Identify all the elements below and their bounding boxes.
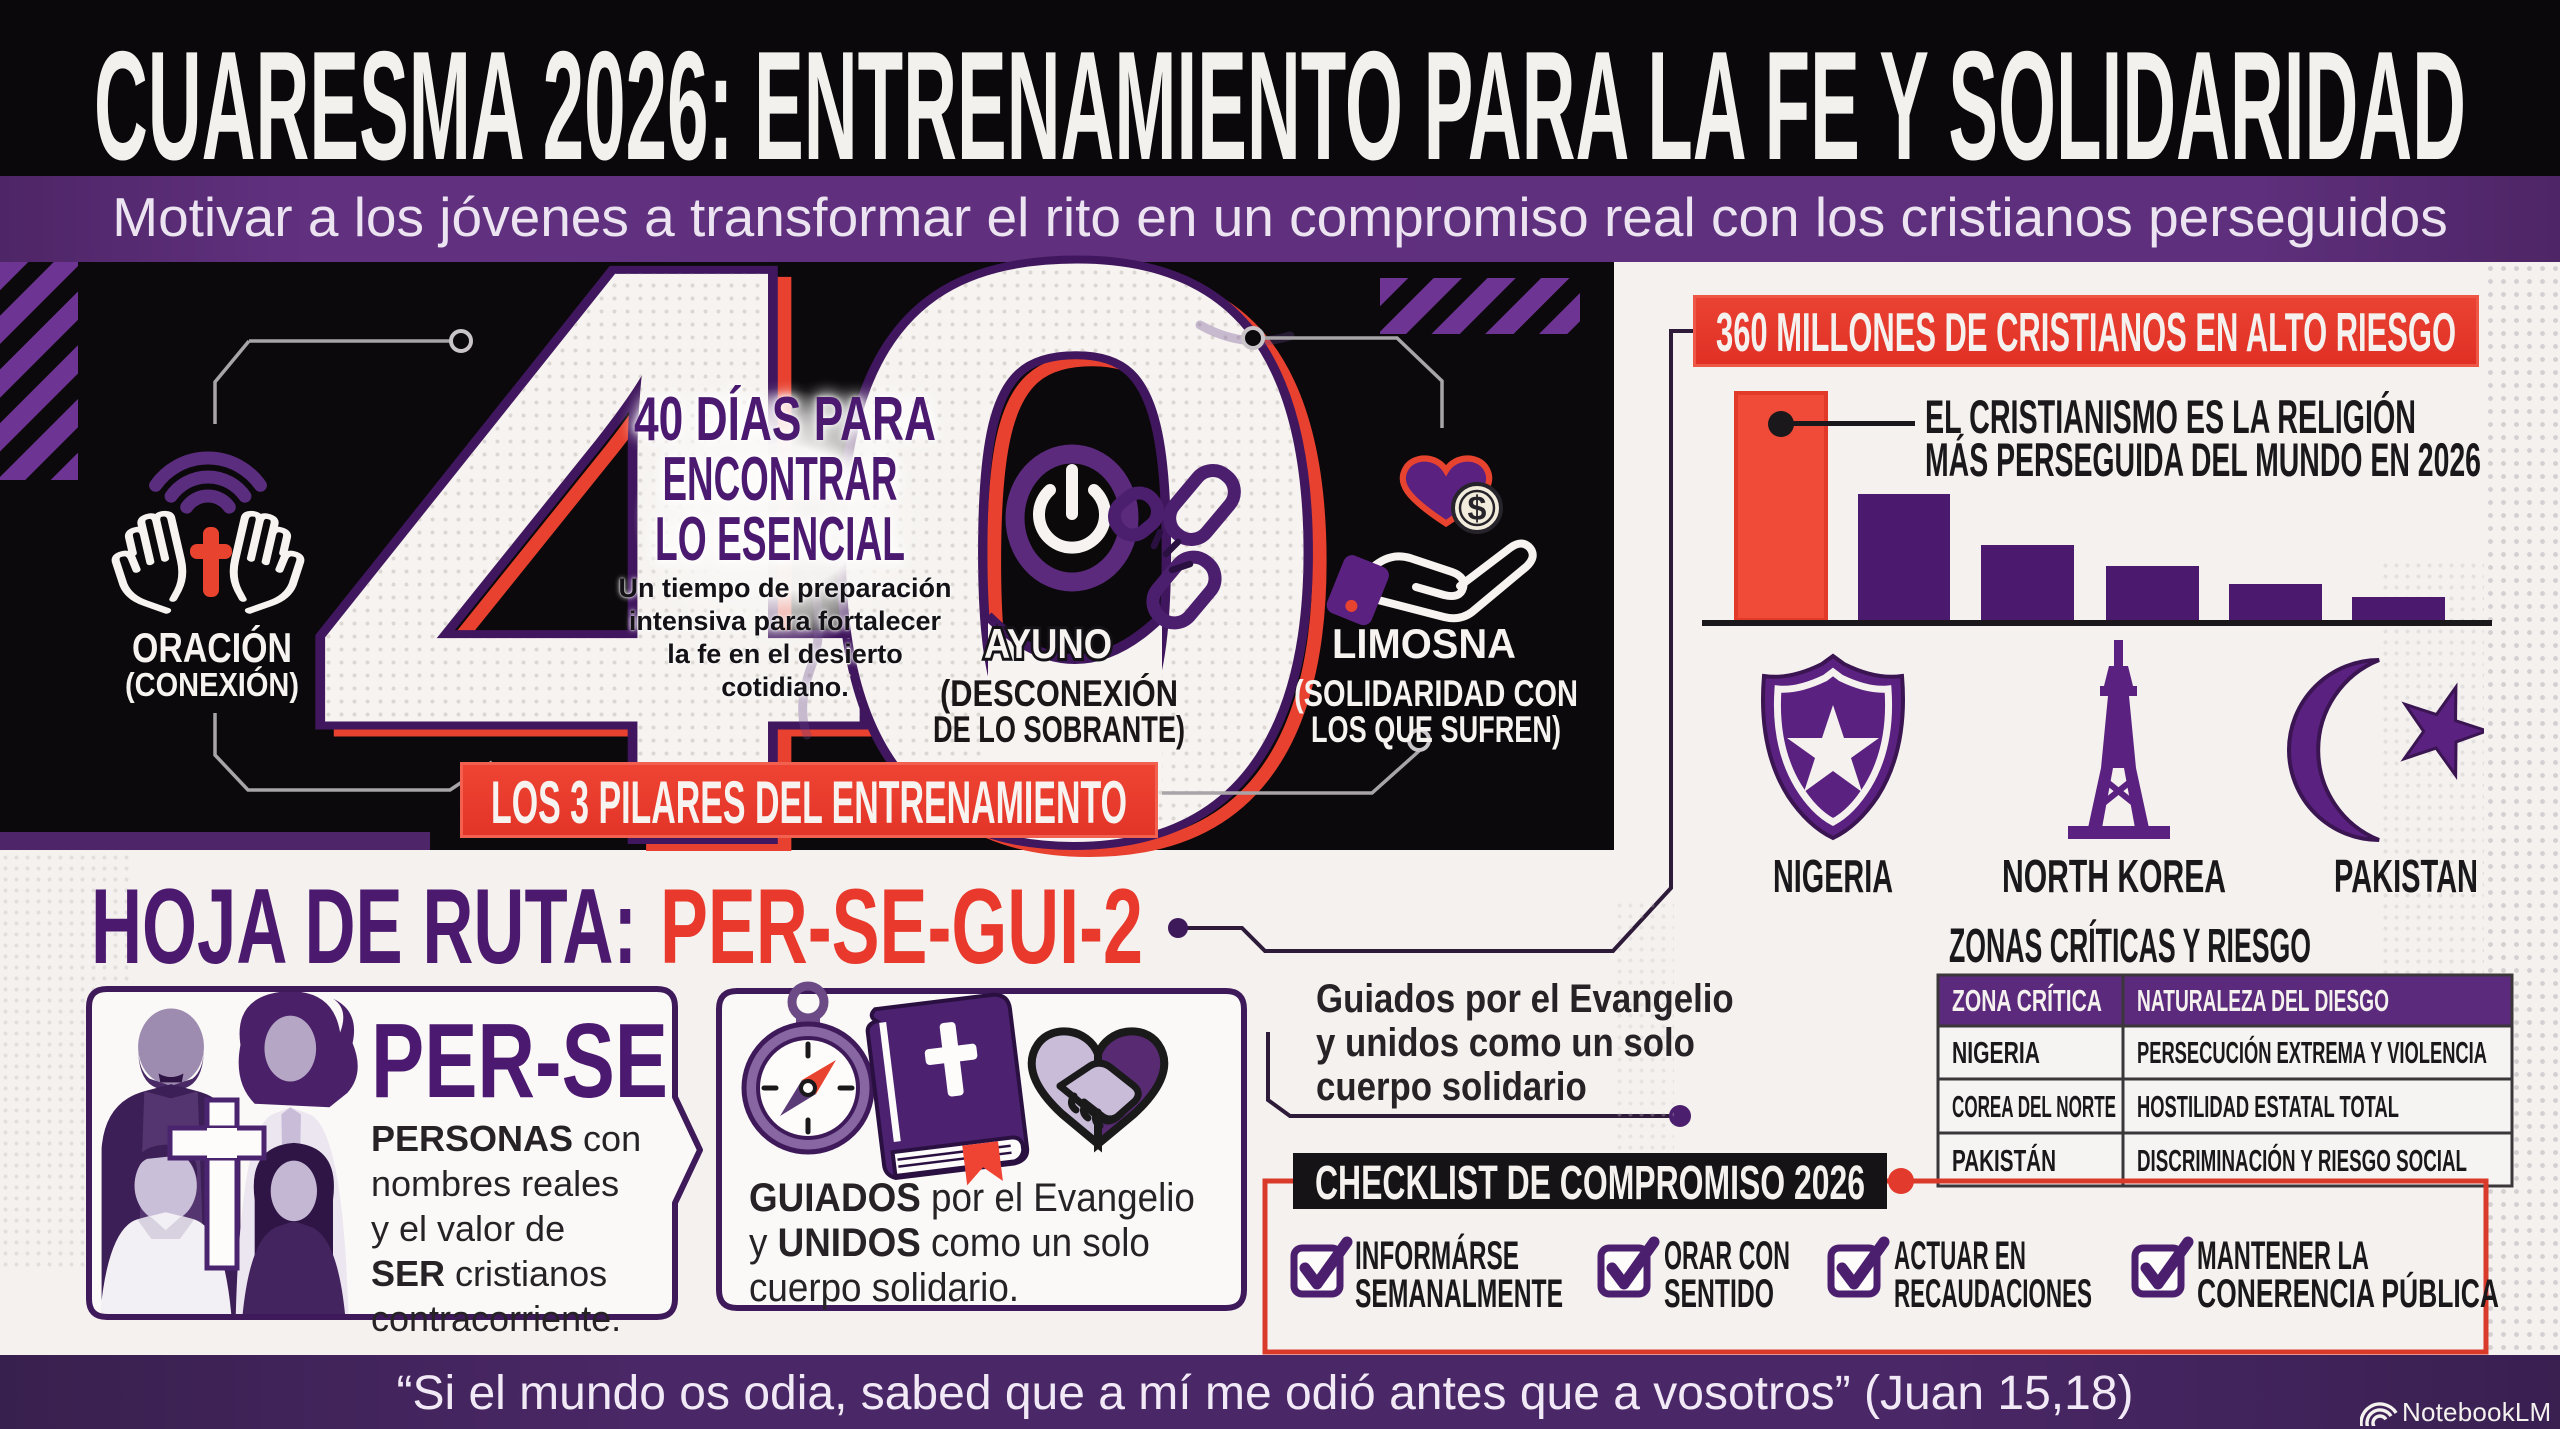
svg-text:LOS QUE SUFREN): LOS QUE SUFREN) bbox=[1311, 709, 1561, 750]
svg-text:ACTUAR EN: ACTUAR EN bbox=[1894, 1234, 2026, 1278]
svg-text:PAKISTAN: PAKISTAN bbox=[2334, 850, 2478, 902]
svg-text:NIGERIA: NIGERIA bbox=[1952, 1035, 2040, 1070]
svg-text:NIGERIA: NIGERIA bbox=[1773, 850, 1893, 902]
svg-text:DE LO SOBRANTE): DE LO SOBRANTE) bbox=[933, 709, 1185, 750]
svg-text:HOJA DE RUTA:: HOJA DE RUTA: bbox=[91, 866, 637, 980]
svg-text:LOS 3 PILARES DEL ENTRENAMIENT: LOS 3 PILARES DEL ENTRENAMIENTO bbox=[491, 769, 1127, 836]
svg-text:ENCONTRAR: ENCONTRAR bbox=[663, 445, 898, 514]
svg-text:ORAR CON: ORAR CON bbox=[1664, 1234, 1790, 1278]
svg-text:RECAUDACIONES: RECAUDACIONES bbox=[1894, 1272, 2092, 1316]
svg-text:(SOLIDARIDAD CON: (SOLIDARIDAD CON bbox=[1294, 673, 1578, 714]
svg-text:HOSTILIDAD ESTATAL TOTAL: HOSTILIDAD ESTATAL TOTAL bbox=[2137, 1089, 2399, 1124]
svg-text:CUARESMA 2026: ENTRENAMIENTO P: CUARESMA 2026: ENTRENAMIENTO PARA LA FE … bbox=[94, 19, 2466, 176]
svg-text:ZONA CRÍTICA: ZONA CRÍTICA bbox=[1952, 983, 2102, 1018]
svg-text:PAKISTÁN: PAKISTÁN bbox=[1952, 1143, 2056, 1178]
svg-text:EL CRISTIANISMO ES LA RELIGIÓN: EL CRISTIANISMO ES LA RELIGIÓN bbox=[1925, 390, 2416, 443]
svg-text:LO ESENCIAL: LO ESENCIAL bbox=[655, 505, 905, 574]
svg-text:40 DÍAS PARA: 40 DÍAS PARA bbox=[634, 385, 936, 454]
svg-text:PER-SE-GUI-2: PER-SE-GUI-2 bbox=[660, 866, 1143, 980]
svg-text:NATURALEZA DEL DIESGO: NATURALEZA DEL DIESGO bbox=[2137, 983, 2389, 1018]
svg-text:(CONEXIÓN): (CONEXIÓN) bbox=[125, 666, 299, 703]
svg-text:$: $ bbox=[1468, 490, 1487, 528]
svg-text:DISCRIMINACIÓN Y RIESGO SOCIAL: DISCRIMINACIÓN Y RIESGO SOCIAL bbox=[2137, 1142, 2467, 1178]
svg-text:ZONAS CRÍTICAS Y RIESGO: ZONAS CRÍTICAS Y RIESGO bbox=[1949, 919, 2311, 973]
svg-text:PERSECUCIÓN EXTREMA Y VIOLENCI: PERSECUCIÓN EXTREMA Y VIOLENCIA bbox=[2137, 1034, 2487, 1070]
svg-text:360 MILLONES DE CRISTIANOS EN: 360 MILLONES DE CRISTIANOS EN ALTO RIESG… bbox=[1716, 301, 2456, 363]
svg-text:SEMANALMENTE: SEMANALMENTE bbox=[1355, 1272, 1563, 1316]
svg-text:INFORMÁRSE: INFORMÁRSE bbox=[1355, 1233, 1519, 1278]
svg-text:NotebookLM: NotebookLM bbox=[2402, 1397, 2551, 1426]
svg-text:PER-SE: PER-SE bbox=[371, 1005, 668, 1115]
svg-text:LIMOSNA: LIMOSNA bbox=[1332, 620, 1516, 667]
svg-text:COREA DEL NORTE: COREA DEL NORTE bbox=[1952, 1089, 2116, 1124]
svg-text:CHECKLIST DE COMPROMISO 2026: CHECKLIST DE COMPROMISO 2026 bbox=[1315, 1157, 1865, 1210]
svg-text:ORACIÓN: ORACIÓN bbox=[132, 623, 292, 671]
svg-text:MÁS PERSEGUIDA DEL MUNDO EN 20: MÁS PERSEGUIDA DEL MUNDO EN 2026 bbox=[1925, 433, 2481, 485]
svg-text:(DESCONEXIÓN: (DESCONEXIÓN bbox=[940, 672, 1178, 714]
svg-text:MANTENER LA: MANTENER LA bbox=[2197, 1234, 2369, 1278]
svg-text:AYUNO: AYUNO bbox=[984, 620, 1112, 667]
svg-text:SENTIDO: SENTIDO bbox=[1664, 1272, 1774, 1316]
svg-text:NORTH KOREA: NORTH KOREA bbox=[2002, 850, 2226, 902]
svg-text:CONERENCIA PÚBLICA: CONERENCIA PÚBLICA bbox=[2197, 1270, 2499, 1316]
